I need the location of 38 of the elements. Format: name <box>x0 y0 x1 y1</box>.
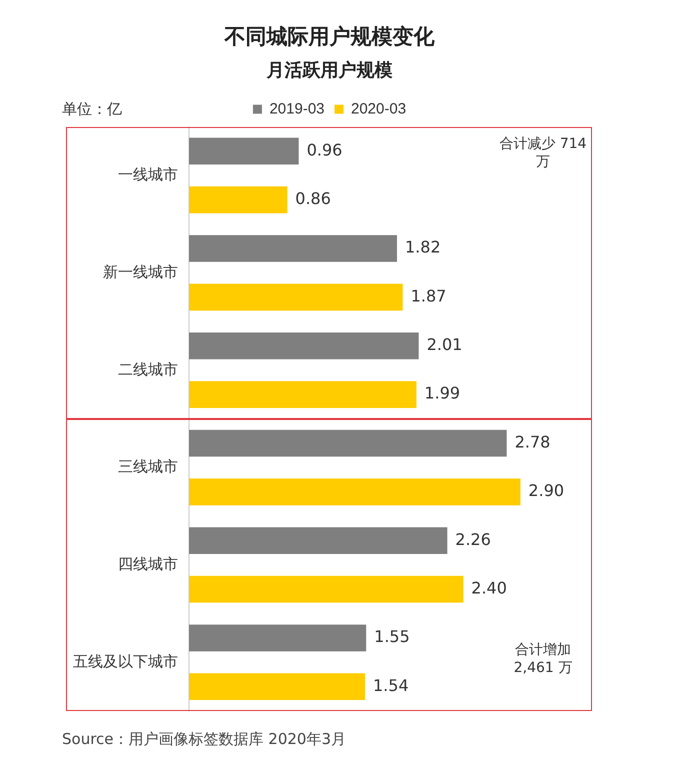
chart-subtitle: 月活跃用户规模 <box>266 60 392 80</box>
data-label: 2.01 <box>426 335 462 354</box>
annotation: 合计减少 714 万 <box>498 134 588 171</box>
bar <box>189 332 419 360</box>
data-label: 2.78 <box>514 432 550 452</box>
bar <box>189 527 448 554</box>
text: 单位：亿 <box>62 100 122 119</box>
y-tick-label: 五线及以下城市 <box>73 653 178 670</box>
bar <box>189 235 397 262</box>
bar <box>189 430 507 457</box>
y-tick-label: 二线城市 <box>118 361 178 378</box>
data-label: 1.54 <box>373 676 409 695</box>
data-label: 2.90 <box>528 481 564 500</box>
bar <box>189 138 299 165</box>
y-tick-label: 四线城市 <box>118 556 178 574</box>
data-label: 0.86 <box>295 188 331 208</box>
bar <box>189 284 403 311</box>
y-tick-label: 一线城市 <box>118 166 178 184</box>
annotation: 合计增加 2,461 万 <box>512 641 574 677</box>
data-label: 1.82 <box>405 238 441 257</box>
data-label: 0.96 <box>306 140 342 160</box>
bar <box>189 186 288 214</box>
data-label: 1.99 <box>424 384 460 403</box>
data-label: 2.26 <box>455 530 491 549</box>
legend-label: 2019-03 <box>269 100 325 118</box>
bar <box>189 576 464 603</box>
y-tick-label: 三线城市 <box>118 458 178 476</box>
source-note: Source：用户画像标签数据库 2020年3月 <box>62 730 346 749</box>
data-label: 1.55 <box>374 627 410 646</box>
bar <box>189 478 520 506</box>
chart-title: 不同城际用户规模变化 <box>224 24 436 48</box>
bar <box>189 381 416 408</box>
data-label: 1.87 <box>410 286 446 306</box>
legend-label: 2020-03 <box>351 100 406 118</box>
data-label: 2.40 <box>471 578 507 598</box>
bar <box>189 624 366 652</box>
bar <box>189 673 365 700</box>
y-tick-label: 新一线城市 <box>103 264 178 281</box>
